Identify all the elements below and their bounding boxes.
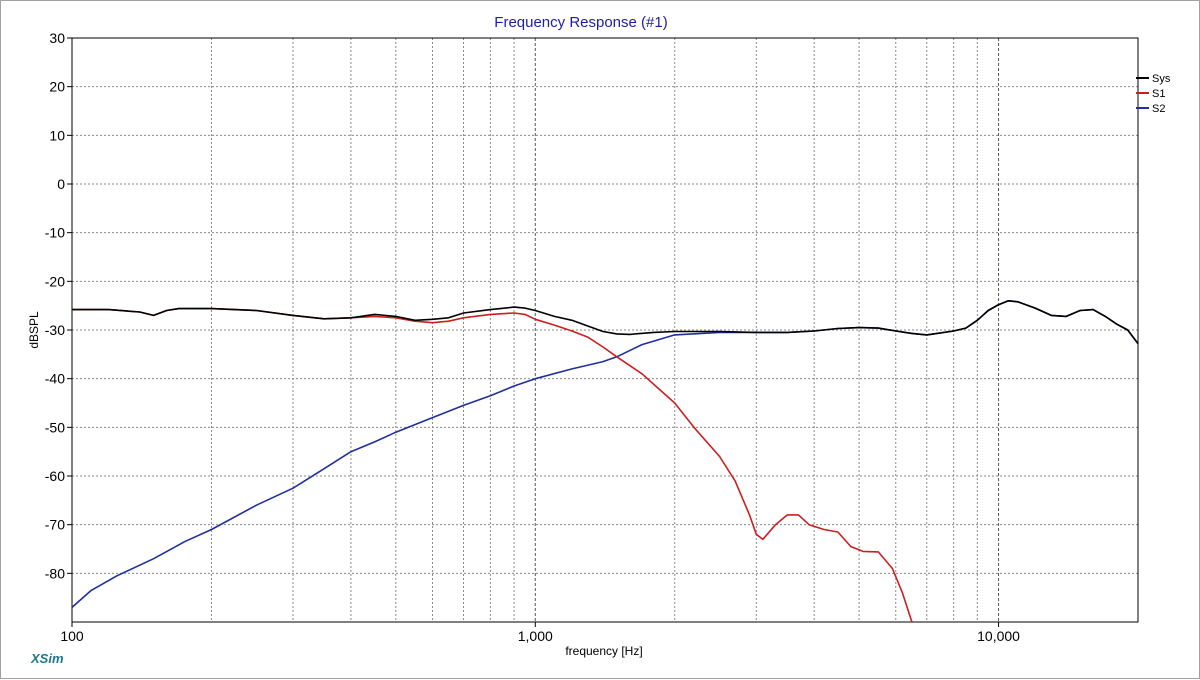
- y-tick-label: 0: [57, 176, 65, 192]
- y-tick-label: 30: [49, 30, 65, 46]
- y-tick-label: -40: [45, 371, 65, 387]
- x-tick-label: 100: [60, 628, 84, 644]
- chart-title: Frequency Response (#1): [494, 14, 667, 31]
- xsim-logo: XSim: [30, 651, 64, 666]
- y-tick-label: 20: [49, 79, 65, 95]
- grid-layer: [72, 38, 1138, 622]
- x-tick-label: 10,000: [977, 628, 1020, 644]
- series-layer: [71, 299, 1139, 623]
- x-tick-label: 1,000: [518, 628, 553, 644]
- y-tick-label: 10: [49, 127, 65, 143]
- x-tick-labels: 100 1,000 10,000: [60, 622, 1020, 644]
- y-tick-label: -80: [45, 565, 65, 581]
- y-tick-label: -70: [45, 517, 65, 533]
- y-tick-label: -10: [45, 225, 65, 241]
- legend-label-s1: S1: [1152, 88, 1165, 100]
- legend-label-s2: S2: [1152, 103, 1165, 115]
- legend: Sys S1 S2: [1136, 73, 1171, 115]
- y-tick-label: -60: [45, 468, 65, 484]
- y-tick-label: -30: [45, 322, 65, 338]
- y-tick-label: -20: [45, 273, 65, 289]
- series-line-s1: [72, 307, 913, 623]
- y-tick-labels: 30 20 10 0 -10 -20 -30 -40 -50 -60 -70 -80: [45, 30, 72, 581]
- legend-label-sys: Sys: [1152, 73, 1171, 85]
- series-line-sys: [72, 299, 1139, 345]
- y-axis-label: dBSPL: [27, 311, 41, 349]
- series-line-s2: [71, 299, 1139, 608]
- y-tick-label: -50: [45, 419, 65, 435]
- x-axis-label: frequency [Hz]: [565, 644, 642, 658]
